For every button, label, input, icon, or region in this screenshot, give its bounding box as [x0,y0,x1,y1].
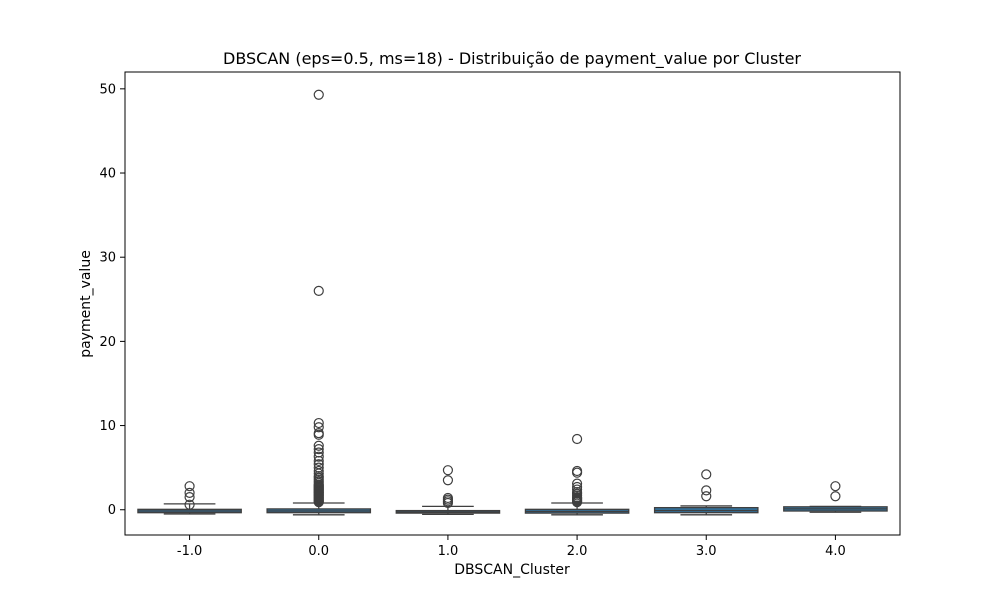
box-group-2.0 [524,433,630,516]
outlier-point [571,433,583,445]
y-axis-title: payment_value [78,250,94,358]
outlier-point [313,89,324,100]
outlier-point [571,481,583,493]
outlier-point [571,478,583,489]
y-tick-label: 0 [108,503,116,518]
outlier-point [313,447,324,458]
outlier-point [184,499,195,510]
plot-frame [124,71,901,536]
x-axis: -1.0 0.0 1.0 2.0 3.0 4.0 [177,535,846,559]
outlier-point [313,428,324,439]
outlier-point [442,475,454,486]
outlier-point [830,481,841,492]
boxes-layer [137,89,888,516]
y-tick-label: 10 [99,419,116,434]
x-axis-title: DBSCAN_Cluster [454,562,570,578]
outlier-point [442,492,454,504]
x-tick-label: 3.0 [696,544,717,559]
outlier-point [313,422,324,433]
outlier-point [184,481,195,492]
outlier-point [701,485,712,496]
outlier-point [442,465,454,476]
box-group-0.0 [266,89,372,516]
x-tick-label: -1.0 [177,544,202,559]
x-tick-label: 0.0 [308,544,329,559]
outlier-point [571,484,583,495]
outlier-point [701,491,712,502]
outlier-point [184,492,195,503]
outlier-point [313,417,324,429]
outlier-point [830,491,841,502]
box-group--1.0 [137,481,242,515]
box-group-3.0 [653,469,759,516]
outlier-point [571,465,583,477]
x-tick-label: 2.0 [567,544,588,559]
outlier-point [313,440,324,451]
outlier-point [313,459,324,470]
outlier-point [313,451,324,462]
outlier-point [313,462,324,473]
y-tick-label: 50 [99,82,116,97]
outlier-point [313,465,324,477]
chart-title: DBSCAN (eps=0.5, ms=18) - Distribuição d… [223,49,801,69]
x-tick-label: 4.0 [825,544,846,559]
outlier-point [701,469,712,480]
box-group-4.0 [783,481,888,513]
y-axis: 0 10 20 30 40 50 [99,82,125,518]
box-group-1.0 [395,465,501,516]
outlier-point [313,444,324,455]
y-tick-label: 40 [99,167,116,182]
y-tick-label: 20 [99,335,116,350]
outlier-point [184,487,195,499]
outlier-point [313,285,324,296]
x-tick-label: 1.0 [438,544,459,559]
y-tick-label: 30 [99,251,116,266]
